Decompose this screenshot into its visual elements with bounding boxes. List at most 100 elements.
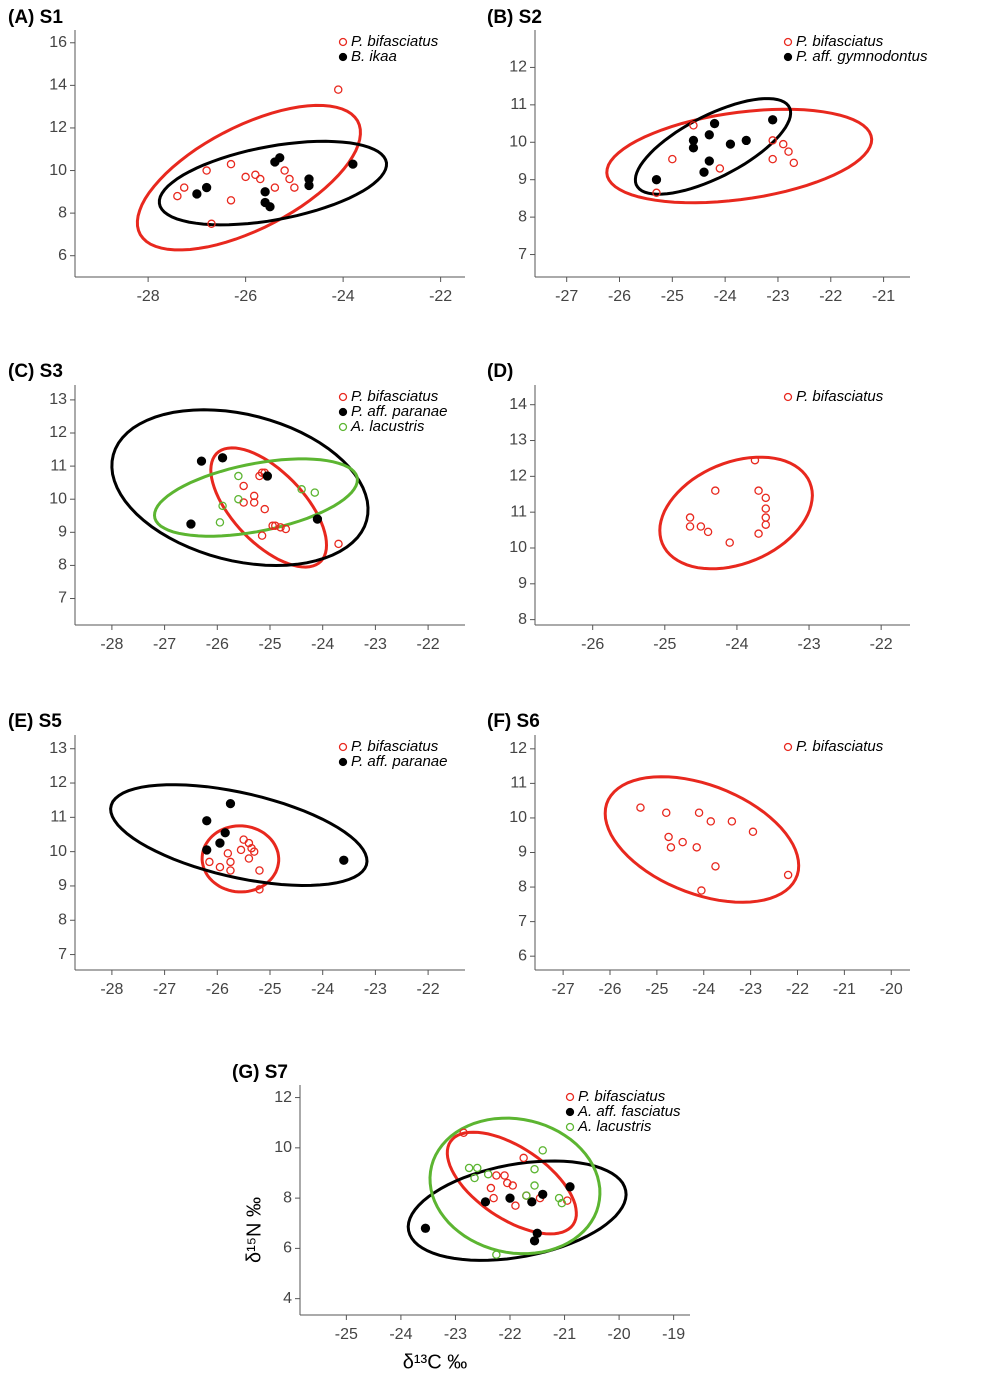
data-point xyxy=(257,531,267,540)
data-point xyxy=(557,1198,567,1208)
y-tick-label: 12 xyxy=(49,119,67,136)
legend-label: P. bifasciatus xyxy=(796,388,884,405)
x-tick-label: -20 xyxy=(880,981,903,998)
panel-title: (G) S7 xyxy=(232,1062,288,1083)
data-point xyxy=(530,1181,539,1190)
legend-label: P. aff. paranae xyxy=(351,403,447,420)
data-point xyxy=(703,527,713,537)
y-tick-label: 9 xyxy=(58,877,67,894)
y-tick-label: 9 xyxy=(518,844,527,861)
x-tick-label: -25 xyxy=(258,981,281,998)
data-point xyxy=(236,845,246,855)
data-point xyxy=(255,885,264,894)
data-point xyxy=(492,1250,501,1259)
x-tick-label: -25 xyxy=(258,636,281,653)
legend-marker xyxy=(783,52,793,62)
x-tick-label: -26 xyxy=(581,636,604,653)
y-tick-label: 7 xyxy=(518,246,527,263)
data-point xyxy=(500,1171,509,1180)
data-point xyxy=(217,453,228,463)
data-point xyxy=(304,180,314,191)
data-point xyxy=(271,521,280,530)
y-axis-label: δ¹⁵N ‰ xyxy=(243,1197,265,1263)
x-tick-label: -23 xyxy=(364,636,387,653)
y-tick-label: 9 xyxy=(518,171,527,188)
data-point xyxy=(239,481,248,491)
panel-title: (E) S5 xyxy=(8,711,62,732)
y-tick-label: 8 xyxy=(58,557,67,574)
data-point xyxy=(205,857,214,867)
data-point xyxy=(662,808,671,818)
data-point xyxy=(215,518,225,527)
data-point xyxy=(179,183,189,192)
data-point xyxy=(715,164,725,173)
niche-ellipse xyxy=(445,1130,578,1236)
data-point xyxy=(768,115,778,125)
data-point xyxy=(255,866,264,875)
y-tick-label: 13 xyxy=(49,391,67,408)
y-tick-label: 10 xyxy=(509,133,527,150)
x-tick-label: -28 xyxy=(100,981,123,998)
panel: (C) S3 7 8 9 10 11 12 13 -28 -27 -26 -25 -24 -23 -22 P.… xyxy=(8,361,465,653)
data-point xyxy=(281,524,291,534)
legend-marker xyxy=(783,37,793,47)
panel: (D) 8 9 10 11 12 13 14 -26 -25 -24 -23 -22 P. bifasci… xyxy=(487,361,910,653)
x-tick-label: -21 xyxy=(833,981,856,998)
y-tick-label: 9 xyxy=(518,575,527,592)
legend-label: P. aff. paranae xyxy=(351,753,447,770)
y-tick-label: 6 xyxy=(518,947,527,964)
y-tick-label: 14 xyxy=(49,77,67,94)
y-tick-label: 7 xyxy=(518,913,527,930)
legend-marker xyxy=(565,1107,575,1117)
data-point xyxy=(202,166,211,175)
legend-marker xyxy=(338,422,348,432)
y-tick-label: 7 xyxy=(58,946,67,963)
niche-ellipse xyxy=(152,457,359,538)
niche-ellipse xyxy=(200,824,281,894)
data-point xyxy=(239,498,248,507)
data-point xyxy=(218,501,227,511)
legend-marker xyxy=(338,407,348,417)
data-point xyxy=(202,845,212,855)
data-point xyxy=(492,1171,501,1180)
data-point xyxy=(262,471,273,481)
data-point xyxy=(689,121,698,130)
data-point xyxy=(249,847,259,856)
legend-marker xyxy=(783,392,793,402)
data-point xyxy=(226,866,235,875)
data-point xyxy=(651,175,662,185)
data-point xyxy=(173,191,182,201)
data-point xyxy=(223,849,233,858)
legend-marker xyxy=(565,1092,575,1102)
x-tick-label: -22 xyxy=(870,636,893,653)
x-axis-label: δ¹³C ‰ xyxy=(403,1351,467,1373)
x-tick-label: -27 xyxy=(153,981,176,998)
data-point xyxy=(530,1164,539,1174)
x-tick-label: -25 xyxy=(653,636,676,653)
data-point xyxy=(538,1146,547,1155)
data-point xyxy=(225,798,236,809)
x-tick-label: -23 xyxy=(766,288,789,305)
data-point xyxy=(748,827,758,837)
data-point xyxy=(706,817,716,826)
x-tick-label: -22 xyxy=(417,981,440,998)
data-point xyxy=(486,1183,496,1193)
x-tick-label: -22 xyxy=(819,288,842,305)
data-point xyxy=(186,519,196,529)
data-point xyxy=(704,156,714,166)
legend-label: P. aff. gymnodontus xyxy=(796,48,928,65)
y-tick-label: 10 xyxy=(49,490,67,507)
data-point xyxy=(275,153,285,163)
data-point xyxy=(664,832,673,842)
legend-label: A. aff. fasciatus xyxy=(577,1103,681,1120)
data-point xyxy=(704,130,714,140)
data-point xyxy=(202,816,212,826)
panel: (G) S7 4 6 8 10 12 -25 -24 -23 -22 -21 -20 -19 δ¹³C ‰… xyxy=(232,1062,690,1373)
data-point xyxy=(636,803,645,812)
data-point xyxy=(694,808,704,818)
y-tick-label: 12 xyxy=(274,1089,292,1106)
legend-marker xyxy=(338,37,348,47)
data-point xyxy=(215,862,225,872)
data-point xyxy=(688,143,699,153)
